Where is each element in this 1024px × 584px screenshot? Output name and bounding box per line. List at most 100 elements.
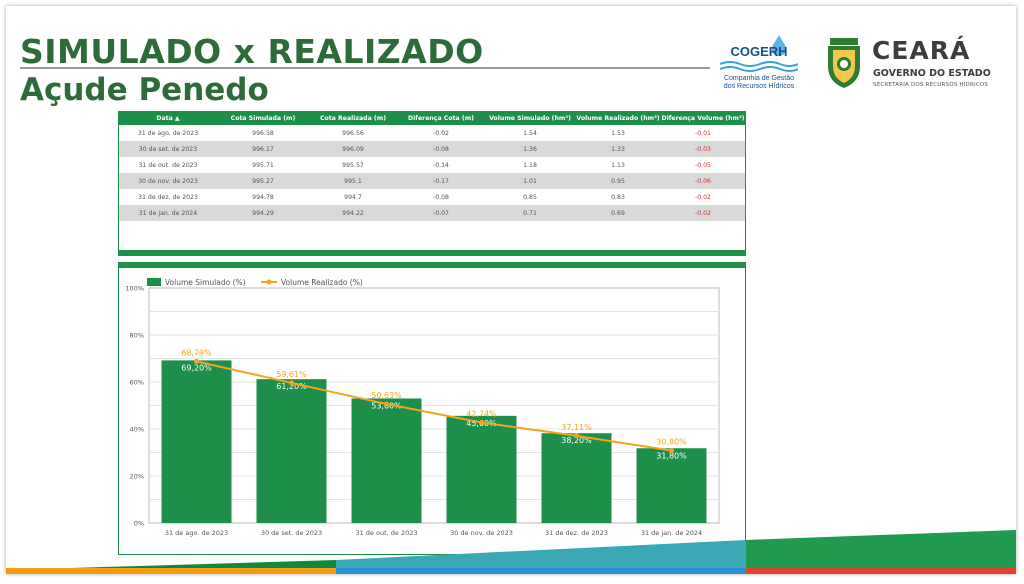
- cogerh-logo: COGERH Companhia de Gestão dos Recursos …: [714, 30, 804, 94]
- point-realizado: [384, 401, 389, 407]
- cell-date: 31 de ago. de 2023: [137, 129, 199, 137]
- x-axis: 31 de ago. de 2023 30 de set. de 2023 31 d…: [165, 529, 702, 537]
- state-crest-icon: [828, 38, 860, 88]
- volume-chart: Volume Simulado (%) Volume Realizado (%)…: [125, 278, 720, 537]
- bar-data-label: 31,80%: [656, 451, 687, 460]
- line-data-label: 68,79%: [181, 348, 212, 357]
- line-data-label: 42,74%: [466, 410, 497, 419]
- cell-volume-simulado: 1.54: [523, 129, 537, 137]
- cell-diferenca-cota: -0.14: [432, 161, 449, 169]
- bar-simulado: [256, 379, 327, 523]
- y-tick-label: 20%: [130, 473, 144, 481]
- cell-cota-simulada: 994.29: [217, 205, 309, 221]
- legend-swatch-simulado: [147, 278, 161, 286]
- col-header-date[interactable]: Data ▲: [119, 112, 217, 125]
- line-data-label: 30,80%: [656, 438, 687, 447]
- cogerh-name: COGERH: [730, 44, 788, 59]
- y-tick-label: 0%: [134, 520, 144, 528]
- point-realizado: [194, 358, 199, 364]
- col-header-cota-realizada[interactable]: Cota Realizada (m): [309, 112, 397, 125]
- cell-cota-realizada: 994.7: [344, 193, 362, 201]
- point-realizado: [479, 420, 484, 426]
- bar-data-label: 69,20%: [181, 363, 212, 372]
- y-tick-label: 100%: [125, 285, 144, 293]
- data-table-card: Data ▲ Cota Simulada (m) Cota Realizada …: [118, 111, 746, 256]
- cell-cota-realizada: 994.22: [309, 205, 397, 221]
- cell-volume-realizado: 0.95: [575, 173, 661, 189]
- report-panel: Data ▲ Cota Simulada (m) Cota Realizada …: [118, 111, 746, 555]
- ceara-secretariat: SECRETARIA DOS RECURSOS HÍDRICOS: [873, 82, 989, 88]
- bar-data-label: 38,20%: [561, 436, 592, 445]
- page-title: SIMULADO x REALIZADO: [20, 32, 484, 71]
- cell-date: 31 de dez. de 2023: [138, 193, 198, 201]
- line-data-label: 37,11%: [561, 423, 592, 432]
- page-subtitle: Açude Penedo: [20, 72, 269, 108]
- cell-diferenca-cota: -0.08: [432, 193, 449, 201]
- cell-cota-simulada: 996.58: [252, 129, 274, 137]
- cell-cota-simulada: 995.71: [252, 161, 274, 169]
- bar-simulado: [351, 398, 422, 523]
- ceara-logo: CEARÁ GOVERNO DO ESTADO SECRETARIA DOS R…: [824, 36, 1004, 96]
- col-header-volume-realizado[interactable]: Volume Realizado (hm³): [575, 112, 661, 125]
- cogerh-subtitle: Companhia de Gestão dos Recursos Hídrico…: [714, 75, 804, 91]
- x-tick-label: 30 de set. de 2023: [261, 529, 322, 537]
- cell-volume-realizado: 0.83: [611, 193, 625, 201]
- cell-volume-simulado: 0.85: [523, 193, 537, 201]
- point-realizado: [574, 433, 579, 439]
- table-row: 31 de dez. de 2023 994.78 994.7 -0.08 0.…: [119, 189, 745, 205]
- cogerh-sub-line2: dos Recursos Hídricos: [723, 83, 795, 90]
- cell-diferenca-volume: -0.02: [694, 193, 711, 201]
- cell-date: 31 de out. de 2023: [138, 161, 198, 169]
- legend: Volume Simulado (%) Volume Realizado (%): [147, 278, 363, 287]
- bar-data-label: 61,20%: [276, 382, 307, 391]
- bar-simulado: [541, 433, 612, 523]
- cell-cota-simulada: 994.78: [252, 193, 274, 201]
- cell-cota-simulada: 995.27: [217, 173, 309, 189]
- y-axis: 0% 20% 40% 60% 80% 100%: [125, 285, 144, 528]
- col-header-volume-simulado[interactable]: Volume Simulado (hm³): [485, 112, 575, 125]
- legend-label-realizado: Volume Realizado (%): [281, 278, 363, 287]
- col-header-diferenca-cota[interactable]: Diferença Cota (m): [397, 112, 485, 125]
- ceara-name: CEARÁ: [872, 36, 971, 65]
- table-row: 31 de ago. de 2023 996.58 996.56 -0.02 1…: [119, 125, 745, 141]
- bar-simulado: [446, 415, 517, 523]
- cell-diferenca-volume: -0.03: [661, 141, 745, 157]
- water-drop-icon: [772, 35, 786, 56]
- footer-decoration: [6, 530, 1016, 574]
- legend-marker-realizado: [266, 279, 272, 285]
- cell-cota-realizada: 995.1: [309, 173, 397, 189]
- waves-icon: [720, 61, 798, 72]
- y-tick-label: 60%: [130, 379, 144, 387]
- cell-cota-realizada: 996.56: [342, 129, 364, 137]
- point-realizado: [289, 380, 294, 386]
- table-row: 31 de jan. de 2024 994.29 994.22 -0.07 0…: [119, 205, 745, 221]
- data-table: Data ▲ Cota Simulada (m) Cota Realizada …: [119, 112, 745, 221]
- cell-volume-simulado: 1.36: [485, 141, 575, 157]
- x-tick-label: 31 de jan. de 2024: [641, 529, 702, 537]
- table-row: 31 de out. de 2023 995.71 995.57 -0.14 1…: [119, 157, 745, 173]
- grid: [148, 287, 720, 524]
- cell-date: 30 de set. de 2023: [119, 141, 217, 157]
- table-row: 30 de set. de 2023 996.17 996.09 -0.08 1…: [119, 141, 745, 157]
- bar-simulado: [161, 360, 232, 523]
- title-divider: [20, 67, 710, 69]
- line-data-label: 59,61%: [276, 370, 307, 379]
- col-header-cota-simulada[interactable]: Cota Simulada (m): [217, 112, 309, 125]
- col-header-diferenca-volume[interactable]: Diferença Volume (hm³): [661, 112, 745, 125]
- cell-diferenca-cota: -0.02: [432, 129, 449, 137]
- cell-cota-realizada: 996.09: [309, 141, 397, 157]
- slide: SIMULADO x REALIZADO Açude Penedo COGERH…: [6, 6, 1016, 574]
- cell-volume-simulado: 0.71: [485, 205, 575, 221]
- cell-volume-realizado: 0.69: [575, 205, 661, 221]
- cell-volume-simulado: 1.18: [523, 161, 537, 169]
- cell-cota-realizada: 995.57: [342, 161, 364, 169]
- cell-date: 30 de nov. de 2023: [119, 173, 217, 189]
- x-tick-label: 30 de nov. de 2023: [450, 529, 513, 537]
- x-tick-label: 31 de out. de 2023: [355, 529, 417, 537]
- realizado-line: 68,79% 59,61% 50,63% 42,74% 37,11% 30,80%: [181, 348, 687, 454]
- cell-cota-simulada: 996.17: [217, 141, 309, 157]
- line-data-label: 50,63%: [371, 391, 402, 400]
- point-realizado: [669, 448, 674, 454]
- x-tick-label: 31 de dez. de 2023: [545, 529, 608, 537]
- cell-volume-realizado: 1.33: [575, 141, 661, 157]
